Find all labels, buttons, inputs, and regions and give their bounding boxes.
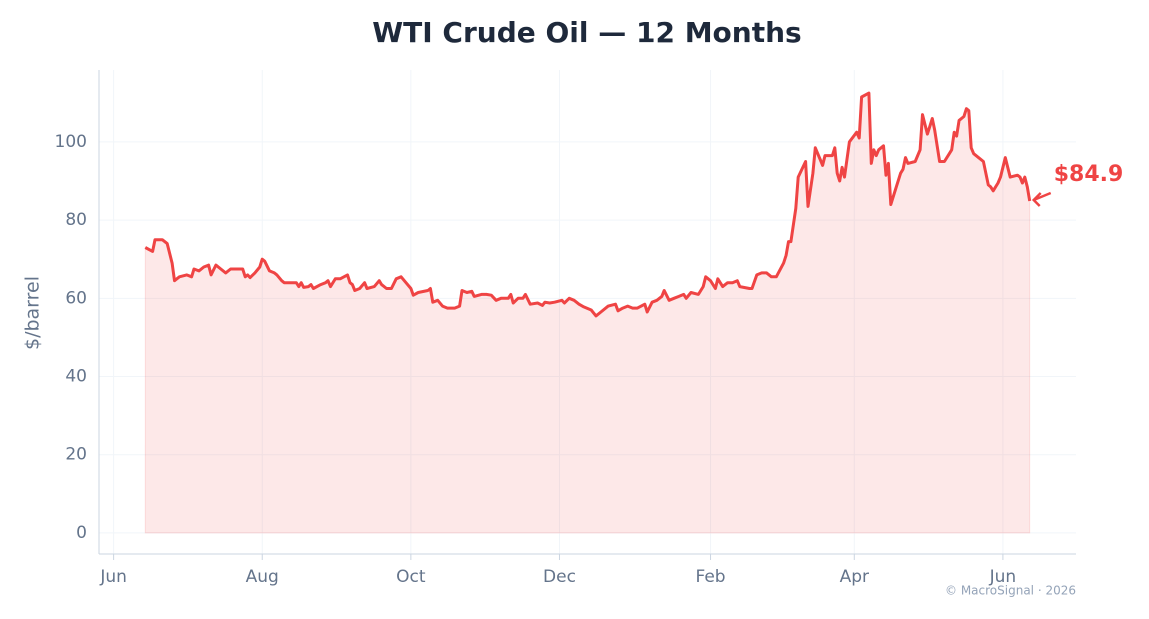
x-tick-label: Feb xyxy=(695,567,725,587)
y-tick-label: 80 xyxy=(65,210,87,230)
x-tick-label: Jun xyxy=(989,567,1017,587)
y-axis-label: $/barrel xyxy=(22,276,44,350)
x-tick-label: Aug xyxy=(246,567,279,587)
annotation: $84.9 xyxy=(1054,162,1124,187)
line xyxy=(144,91,1032,318)
annotation-arrow xyxy=(1031,191,1052,207)
y-tick-label: 0 xyxy=(76,523,87,543)
chart-title: WTI Crude Oil — 12 Months xyxy=(372,16,801,49)
area xyxy=(144,92,1031,534)
footer: © MacroSignal · 2026 xyxy=(945,584,1076,598)
x-tick-label: Dec xyxy=(543,567,576,587)
y-tick-label: 40 xyxy=(65,367,87,387)
x-tick-label: Apr xyxy=(840,567,869,587)
x-tick-label: Jun xyxy=(99,567,127,587)
y-tick-label: 100 xyxy=(55,132,87,152)
y-tick-label: 20 xyxy=(65,445,87,465)
x-tick-label: Oct xyxy=(396,567,426,587)
y-tick-label: 60 xyxy=(65,288,87,308)
